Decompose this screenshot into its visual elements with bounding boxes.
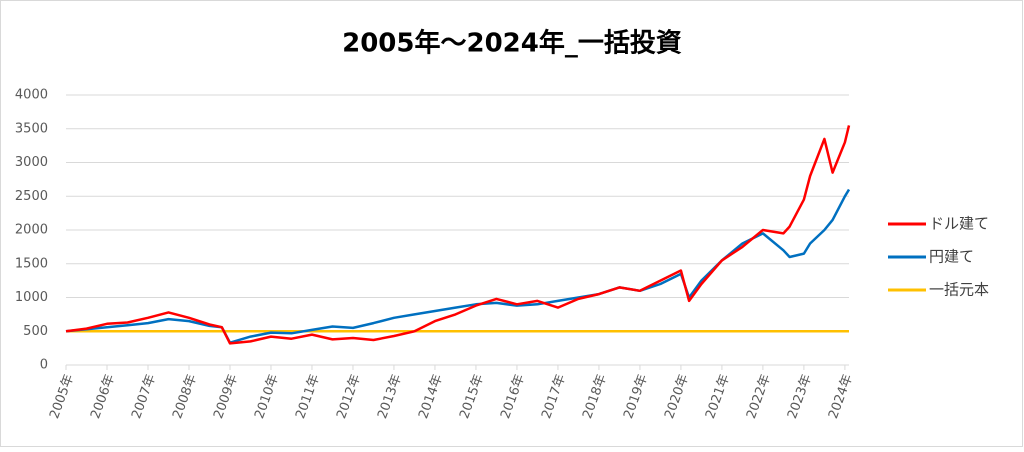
y-tick-label: 4000 — [15, 88, 48, 103]
y-tick-label: 3000 — [15, 155, 48, 170]
chart-title: 2005年～2024年_一括投資 — [342, 28, 682, 59]
y-tick-label: 2500 — [15, 189, 48, 204]
y-tick-label: 1000 — [15, 290, 48, 305]
legend-label: ドル建て — [929, 215, 989, 233]
y-tick-label: 500 — [23, 324, 48, 339]
legend-label: 一括元本 — [929, 281, 989, 299]
y-tick-label: 1500 — [15, 256, 48, 271]
y-tick-label: 0 — [40, 358, 48, 373]
series-line — [65, 125, 851, 345]
y-tick-label: 2000 — [15, 223, 48, 238]
y-tick-label: 3500 — [15, 121, 48, 136]
legend-label: 円建て — [929, 248, 974, 266]
